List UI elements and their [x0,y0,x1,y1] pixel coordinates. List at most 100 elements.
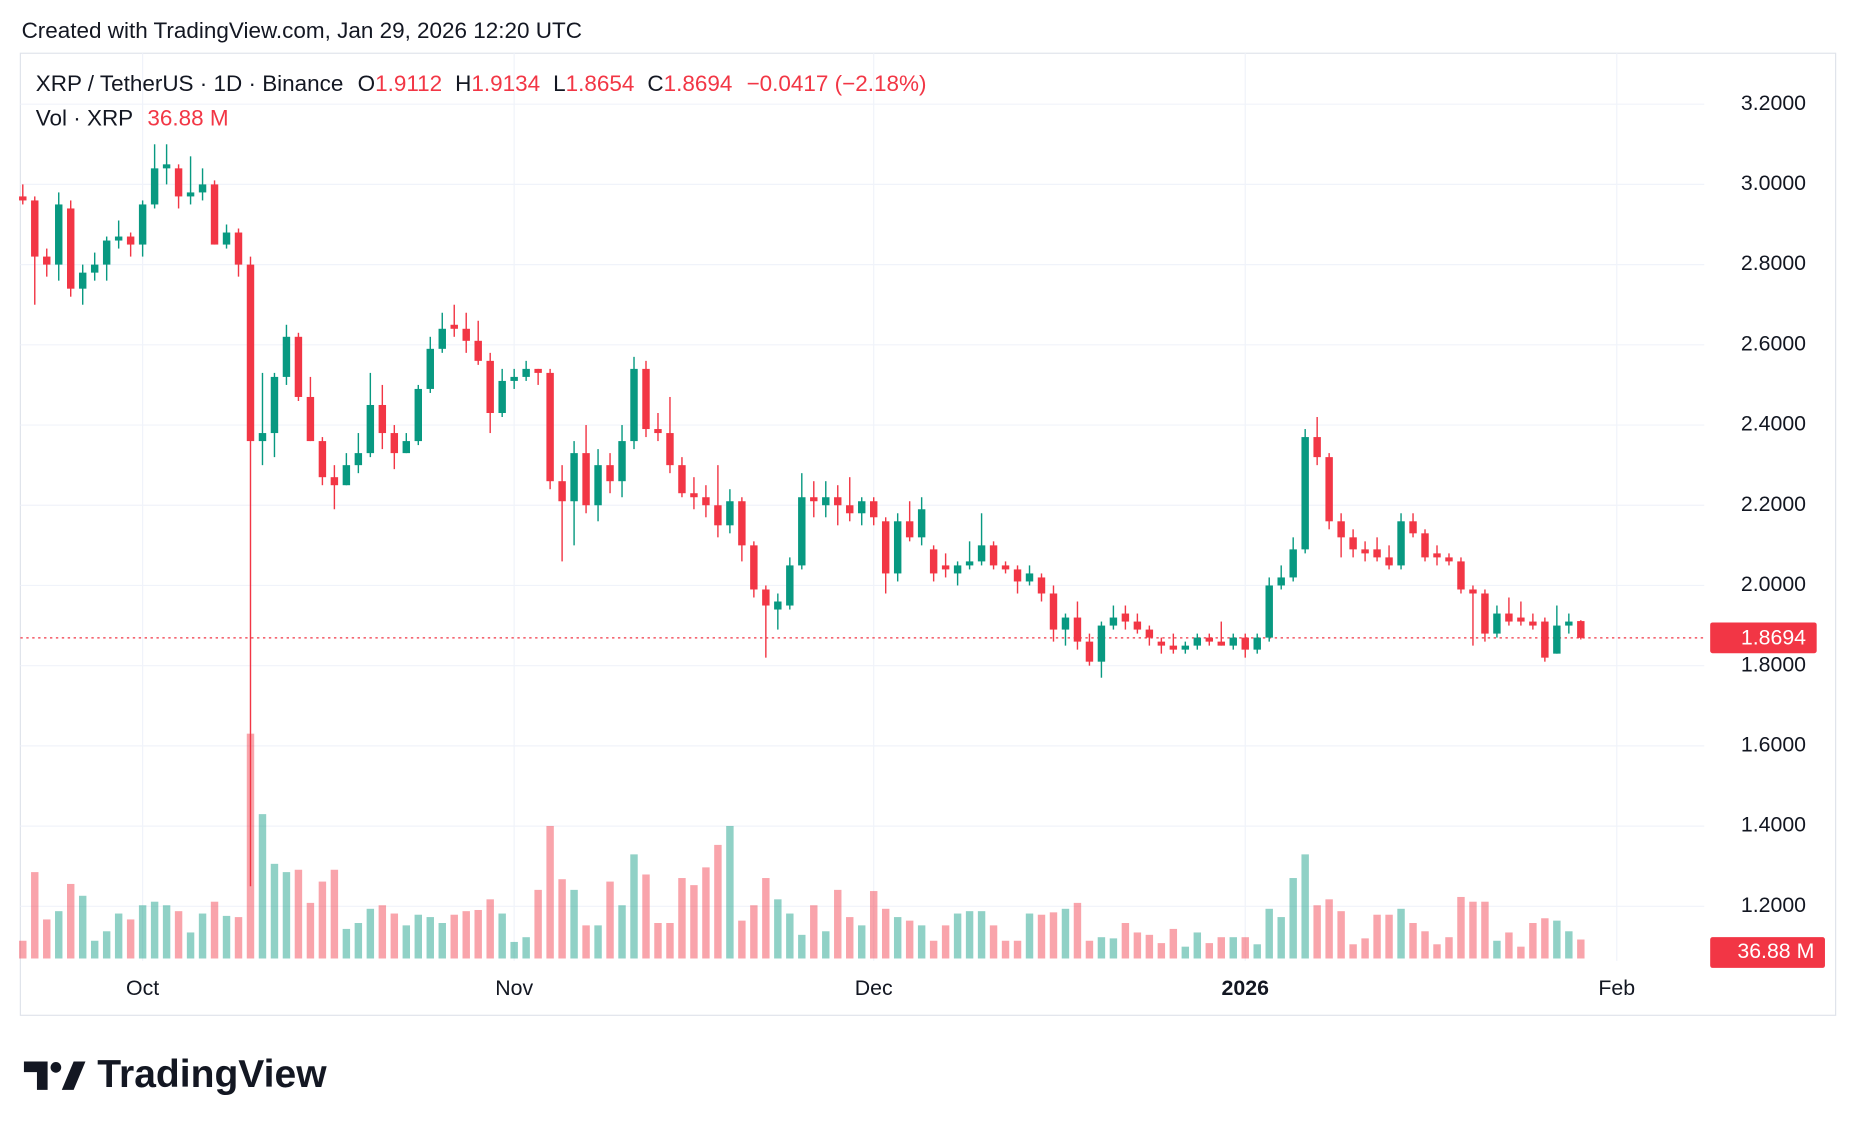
volume-bar [1277,917,1285,959]
candle-body [162,164,171,169]
candle-body [1181,645,1190,650]
candle-body [450,324,458,329]
candle-body [55,204,63,265]
volume-bar [222,915,231,959]
volume-bar [1145,934,1154,959]
candle-body [1253,637,1261,650]
candle-body [678,465,686,494]
volume-bar [1073,902,1082,959]
candle-body [1289,549,1297,578]
candle-body [989,545,998,566]
price-label-box [1710,622,1817,654]
volume-bar [1397,908,1405,959]
volume-bar [354,923,363,959]
volume-bar [834,889,842,959]
candle-body [1241,637,1249,650]
candle-body [270,376,279,434]
volume-bar [138,905,147,959]
volume-bar [762,878,770,959]
candle-body [977,545,986,562]
volume-bar [702,867,710,959]
candle-body [846,505,854,514]
volume-bar [1193,932,1202,959]
candle-body [1277,577,1285,586]
volume-bar [714,844,722,959]
legend-item: 1.8694 [664,71,733,96]
volume-bar [114,913,123,959]
candle-body [905,521,914,538]
volume-bar [1553,920,1561,959]
candle-body [1205,637,1214,642]
volume-bar [534,889,542,959]
candle-body [941,565,950,570]
volume-bar [1169,928,1178,959]
volume-bar [953,913,962,959]
candle-body [354,453,363,466]
candle-body [1493,613,1501,634]
candle-body [414,388,422,442]
candle-body [1457,561,1465,590]
candle-body [210,184,219,245]
candle-body [834,497,842,506]
logo-text: TradingView [97,1053,327,1096]
candle-body [78,272,87,289]
volume-bar [905,920,914,959]
volume-bar [486,899,494,959]
candle-body [546,372,554,482]
volume-bar [366,908,375,959]
candle-body [750,545,758,590]
candle-body [198,184,207,193]
candle-body [222,232,231,245]
candle-body [258,433,267,442]
candle-body [1001,565,1010,570]
volume-bar [1325,899,1333,959]
volume-bar [738,920,746,959]
candle-body [702,497,710,506]
volume-bar [1577,939,1585,959]
volume-bar [1565,931,1573,959]
candle-body [690,493,698,498]
volume-label: 36.88 M [1737,939,1814,963]
volume-bar [174,911,183,959]
volume-label-box [1710,937,1825,968]
volume-bar [690,885,698,959]
volume-bar [1373,914,1381,959]
candle-body [1265,585,1273,638]
x-tick-label: Feb [1598,976,1635,1000]
candle-body [174,168,183,197]
candle-body [1133,621,1142,630]
logo: TradingView [23,1053,327,1096]
volume-bar [162,905,171,959]
volume-bar [498,913,506,959]
y-tick-label: 3.2000 [1741,91,1806,115]
y-tick-label: 1.4000 [1741,813,1806,837]
y-tick-label: 2.4000 [1741,412,1806,436]
volume-bar [1253,944,1261,959]
price-label: 1.8694 [1741,626,1806,650]
volume-bar [474,909,482,959]
candle-body [342,465,351,486]
x-tick-label: Dec [855,976,893,1000]
volume-bar [1517,946,1525,959]
volume-bar [414,914,422,959]
candle-body [90,264,99,273]
volume-bar [510,941,518,959]
candle-body [246,264,255,442]
volume-bar [726,825,734,959]
y-tick-label: 3.0000 [1741,171,1806,195]
volume-bar [1217,937,1225,959]
candle-body [474,340,482,361]
volume-bar [1337,911,1345,959]
candle-body [630,368,638,442]
volume-bar [1541,918,1549,959]
volume-bar [438,923,446,959]
candle-body [810,497,818,502]
volume-bar [1529,923,1537,959]
candle-body [522,368,530,377]
candle-body [917,509,926,538]
volume-bar [558,879,566,959]
candle-body [714,505,722,526]
volume-bar [989,925,998,959]
volume-bar [642,874,650,959]
